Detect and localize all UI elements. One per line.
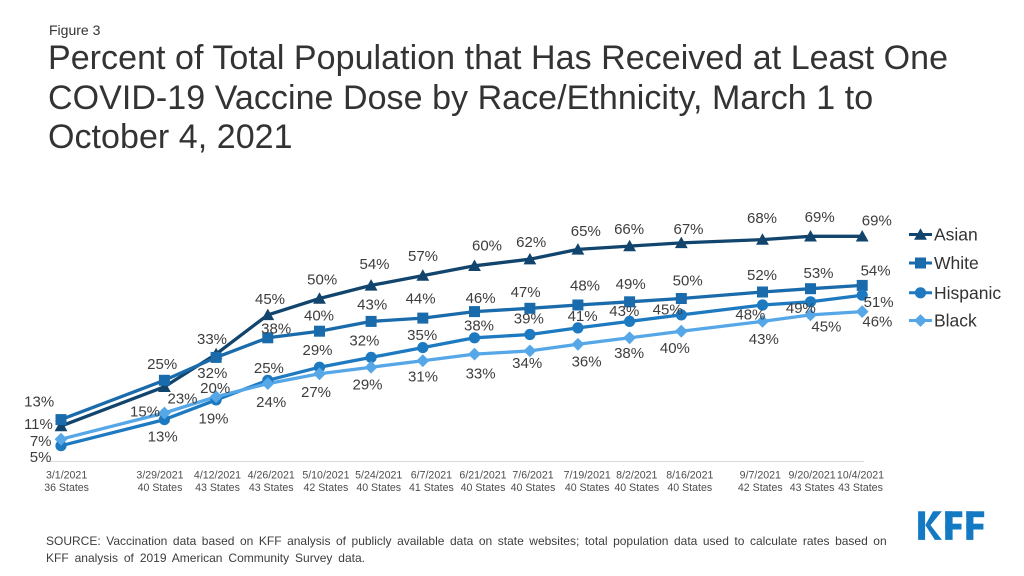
svg-text:40 States: 40 States [356,482,401,494]
svg-text:20%: 20% [200,380,230,397]
svg-text:25%: 25% [254,360,284,377]
svg-text:40 States: 40 States [667,482,712,494]
svg-text:35%: 35% [407,327,437,344]
svg-text:33%: 33% [466,366,496,383]
svg-text:13%: 13% [24,393,54,410]
svg-text:51%: 51% [864,294,894,311]
svg-text:9/20/2021: 9/20/2021 [789,470,836,482]
svg-text:36 States: 36 States [44,482,89,494]
svg-text:24%: 24% [256,394,286,411]
svg-text:Black: Black [934,311,977,331]
svg-text:44%: 44% [406,290,436,307]
svg-text:50%: 50% [673,273,703,290]
svg-text:62%: 62% [516,234,546,251]
svg-text:40%: 40% [660,340,690,357]
svg-text:38%: 38% [614,345,644,362]
svg-text:32%: 32% [349,333,379,350]
svg-text:43%: 43% [749,331,779,348]
svg-text:66%: 66% [614,221,644,238]
svg-text:27%: 27% [301,384,331,401]
svg-text:3/1/2021: 3/1/2021 [46,470,87,482]
svg-text:15%: 15% [130,404,160,421]
svg-text:29%: 29% [302,342,332,359]
svg-text:6/21/2021: 6/21/2021 [459,470,506,482]
svg-text:43 States: 43 States [838,482,883,494]
svg-text:69%: 69% [805,209,835,226]
svg-text:46%: 46% [466,290,496,307]
svg-text:Hispanic: Hispanic [934,283,1001,303]
svg-text:23%: 23% [167,391,197,408]
svg-text:40 States: 40 States [565,482,610,494]
svg-text:33%: 33% [197,331,227,348]
svg-text:7%: 7% [30,433,52,450]
svg-text:45%: 45% [255,291,285,308]
svg-text:39%: 39% [514,310,544,327]
svg-text:25%: 25% [147,356,177,373]
svg-text:13%: 13% [148,429,178,446]
svg-text:White: White [934,253,979,273]
svg-text:38%: 38% [464,318,494,335]
svg-text:52%: 52% [747,267,777,284]
svg-text:10/4/2021: 10/4/2021 [837,470,884,482]
svg-text:43 States: 43 States [195,482,240,494]
svg-text:60%: 60% [472,238,502,255]
svg-text:49%: 49% [786,300,816,317]
svg-text:43%: 43% [357,297,387,314]
svg-text:7/6/2021: 7/6/2021 [512,470,553,482]
svg-text:65%: 65% [571,223,601,240]
svg-text:5/10/2021: 5/10/2021 [302,470,349,482]
svg-text:53%: 53% [803,265,833,282]
svg-text:43%: 43% [609,303,639,320]
svg-text:3/29/2021: 3/29/2021 [136,470,183,482]
svg-text:57%: 57% [408,248,438,265]
svg-text:6/7/2021: 6/7/2021 [411,470,452,482]
svg-text:67%: 67% [673,221,703,238]
svg-text:41 States: 41 States [409,482,454,494]
svg-text:48%: 48% [570,277,600,294]
svg-text:68%: 68% [747,210,777,227]
svg-text:19%: 19% [198,411,228,428]
svg-text:50%: 50% [307,272,337,289]
svg-text:34%: 34% [512,355,542,372]
svg-text:5/24/2021: 5/24/2021 [355,470,402,482]
svg-text:40 States: 40 States [461,482,506,494]
svg-text:31%: 31% [408,368,438,385]
svg-text:41%: 41% [568,308,598,325]
svg-text:11%: 11% [24,416,53,433]
svg-text:40 States: 40 States [511,482,556,494]
svg-text:4/12/2021: 4/12/2021 [194,470,241,482]
svg-text:Asian: Asian [934,225,978,245]
svg-text:45%: 45% [811,318,841,335]
svg-text:46%: 46% [862,313,892,330]
svg-text:54%: 54% [359,256,389,273]
svg-text:48%: 48% [735,307,765,324]
svg-text:43 States: 43 States [790,482,835,494]
svg-text:43 States: 43 States [249,482,294,494]
svg-text:69%: 69% [862,213,892,230]
svg-text:40 States: 40 States [138,482,183,494]
svg-text:5%: 5% [30,449,52,466]
svg-text:8/2/2021: 8/2/2021 [616,470,657,482]
svg-text:49%: 49% [616,276,646,293]
svg-text:36%: 36% [572,354,602,371]
svg-text:8/16/2021: 8/16/2021 [666,470,713,482]
svg-text:40%: 40% [304,308,334,325]
svg-text:40 States: 40 States [614,482,659,494]
svg-text:54%: 54% [861,262,891,279]
svg-text:4/26/2021: 4/26/2021 [248,470,295,482]
svg-text:45%: 45% [653,302,683,319]
svg-text:42 States: 42 States [738,482,783,494]
svg-text:47%: 47% [511,284,541,301]
svg-text:32%: 32% [197,365,227,382]
svg-text:29%: 29% [352,376,382,393]
svg-text:9/7/2021: 9/7/2021 [740,470,781,482]
svg-text:42 States: 42 States [304,482,349,494]
svg-text:38%: 38% [261,321,291,338]
svg-text:7/19/2021: 7/19/2021 [564,470,611,482]
